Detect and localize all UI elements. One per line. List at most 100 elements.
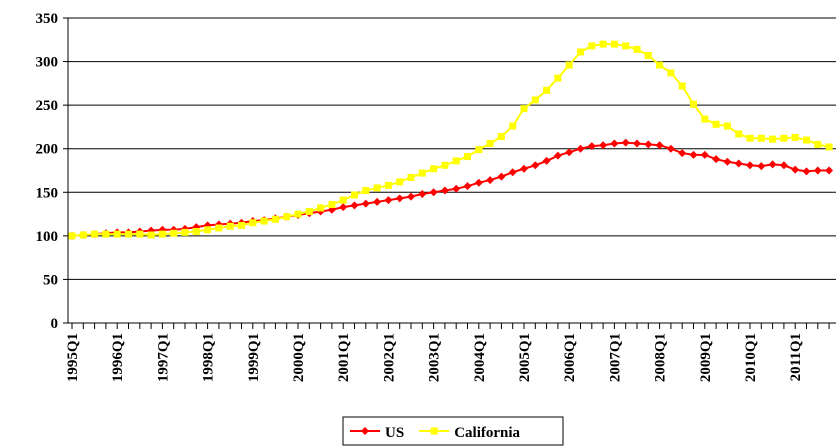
x-tick-label: 1997Q1 <box>155 333 171 382</box>
point <box>565 148 574 157</box>
point <box>531 161 540 170</box>
point <box>791 133 799 141</box>
point <box>768 160 777 169</box>
y-tick-label: 150 <box>36 185 59 201</box>
point <box>238 221 245 229</box>
point <box>667 69 675 77</box>
point <box>91 230 99 238</box>
point <box>825 143 833 151</box>
point <box>170 229 178 237</box>
point <box>384 196 393 205</box>
point <box>791 165 800 174</box>
point <box>283 213 291 221</box>
point <box>599 141 608 150</box>
point <box>553 151 562 160</box>
point <box>689 150 698 159</box>
point <box>712 155 721 164</box>
legend: US California <box>342 416 564 446</box>
y-tick-label: 0 <box>51 316 59 332</box>
x-tick-label: 1998Q1 <box>201 333 217 382</box>
point <box>610 139 619 148</box>
point <box>769 135 777 143</box>
point <box>215 224 223 232</box>
point <box>621 138 630 147</box>
point <box>701 115 709 123</box>
x-tick-label: 1996Q1 <box>110 333 126 382</box>
point <box>599 40 607 48</box>
x-tick-label: 2001Q1 <box>336 333 352 382</box>
x-tick-label: 2003Q1 <box>427 333 443 382</box>
point <box>136 230 144 238</box>
point <box>779 161 788 170</box>
point <box>192 228 200 235</box>
point <box>362 187 370 195</box>
point <box>520 164 528 173</box>
point <box>712 120 720 128</box>
point <box>723 122 731 130</box>
x-tick-label: 2000Q1 <box>291 333 307 382</box>
point <box>576 144 585 153</box>
point <box>464 153 471 161</box>
point <box>542 156 551 165</box>
point <box>474 178 483 187</box>
point <box>588 42 596 50</box>
x-tick-label: 2011Q1 <box>788 333 804 381</box>
point <box>486 176 495 185</box>
point <box>249 219 257 227</box>
y-tick-label: 250 <box>36 98 59 114</box>
y-tick-label: 300 <box>36 55 59 71</box>
point <box>328 200 336 208</box>
point <box>746 161 754 170</box>
point <box>802 167 811 176</box>
point <box>260 217 268 225</box>
x-tick-label: 2010Q1 <box>743 333 759 382</box>
y-tick-label: 100 <box>36 229 59 245</box>
point <box>803 136 810 144</box>
point <box>440 186 449 195</box>
point <box>486 139 494 147</box>
point <box>735 130 743 138</box>
point <box>565 61 573 69</box>
x-tick-label: 1995Q1 <box>65 333 81 382</box>
point <box>395 194 404 203</box>
point <box>373 197 382 206</box>
point <box>520 105 528 113</box>
point <box>746 134 754 142</box>
x-tick-label: 2002Q1 <box>381 333 397 382</box>
point <box>452 157 460 165</box>
point <box>690 100 697 108</box>
point <box>543 86 551 94</box>
point <box>158 230 166 238</box>
point <box>429 188 438 197</box>
point <box>463 182 472 191</box>
point <box>825 166 834 175</box>
point <box>361 427 369 435</box>
point <box>452 184 461 193</box>
legend-label: California <box>454 425 520 441</box>
point <box>700 150 709 159</box>
point <box>531 96 539 104</box>
point <box>181 228 189 236</box>
point <box>396 178 404 186</box>
y-tick-label: 350 <box>36 11 59 27</box>
point <box>350 201 359 210</box>
point <box>656 61 664 69</box>
point <box>305 207 313 215</box>
point <box>666 144 675 153</box>
x-tick-label: 2004Q1 <box>472 333 488 382</box>
x-tick-label: 1999Q1 <box>246 333 262 382</box>
point <box>780 134 788 142</box>
point <box>644 140 653 149</box>
point <box>79 231 87 239</box>
point <box>508 168 517 177</box>
point <box>418 169 426 177</box>
y-tick-label: 50 <box>43 272 58 288</box>
point <box>587 142 596 151</box>
point <box>339 203 348 212</box>
point <box>351 191 358 199</box>
x-tick-label: 2009Q1 <box>698 333 714 382</box>
point <box>418 190 427 199</box>
point <box>678 82 686 90</box>
series-line <box>71 43 830 237</box>
point <box>373 184 381 192</box>
